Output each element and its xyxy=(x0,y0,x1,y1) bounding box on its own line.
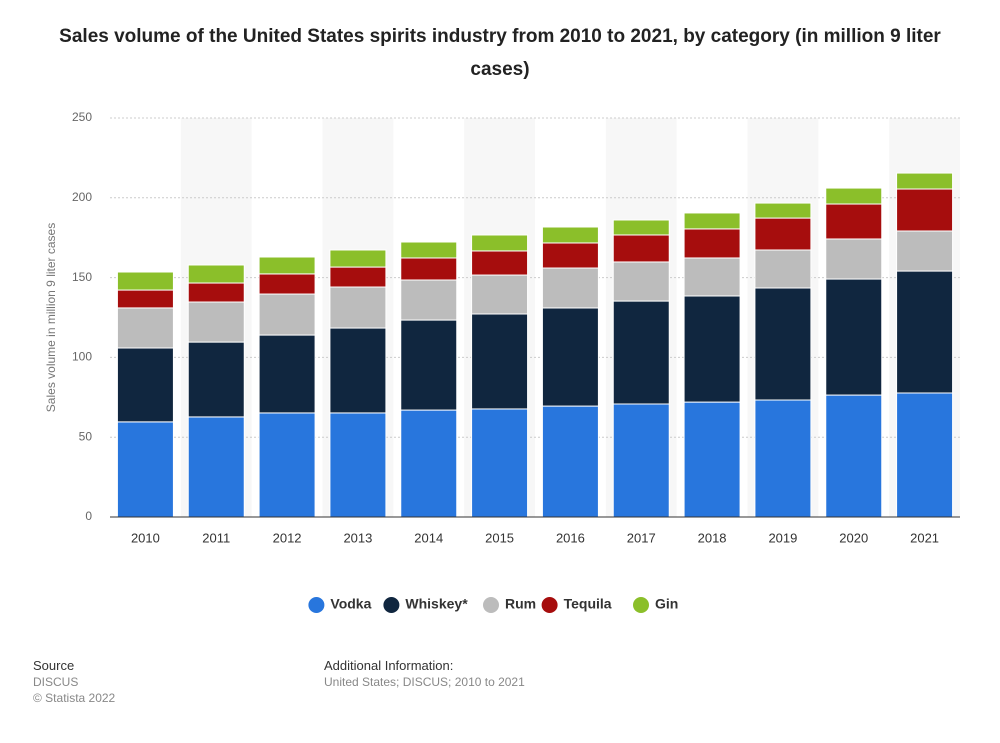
bar-segment xyxy=(116,271,174,291)
x-tick-label: 2015 xyxy=(485,530,514,545)
bar-segment xyxy=(329,249,387,268)
bar-segment xyxy=(541,242,599,269)
bar-segment xyxy=(612,219,670,236)
legend-swatch xyxy=(308,597,325,613)
bar-segment xyxy=(825,203,883,240)
info-block: Additional Information: United States; D… xyxy=(324,658,525,690)
bar-segment xyxy=(258,334,316,414)
bar-segment xyxy=(471,313,529,410)
bar-segment xyxy=(471,408,529,518)
bar-segment xyxy=(187,264,245,284)
bar-segment xyxy=(541,267,599,309)
x-tick-label: 2018 xyxy=(698,530,727,545)
bar-segment xyxy=(116,421,174,518)
bar-segment xyxy=(329,286,387,329)
y-tick-label: 250 xyxy=(72,110,92,124)
bar-segment xyxy=(612,300,670,405)
x-tick-label: 2012 xyxy=(273,530,302,545)
bar-segment xyxy=(400,257,458,281)
bar-segment xyxy=(683,401,741,518)
bar-segment xyxy=(400,319,458,411)
bar-segment xyxy=(612,261,670,302)
bar-segment xyxy=(116,307,174,349)
y-tick-label: 50 xyxy=(79,429,93,443)
legend-swatch xyxy=(633,597,649,613)
bar-segment xyxy=(541,405,599,518)
bar-segment xyxy=(896,392,954,518)
bar-segment xyxy=(400,409,458,518)
bar-segment xyxy=(541,307,599,407)
bar-segment xyxy=(541,226,599,244)
info-label: Additional Information: xyxy=(324,658,454,673)
bar-segment xyxy=(329,327,387,414)
legend-label: Whiskey* xyxy=(405,596,468,612)
bar-segment xyxy=(471,250,529,276)
bar-segment xyxy=(825,394,883,518)
info: United States; DISCUS; 2010 to 2021 xyxy=(324,675,525,689)
legend-label: Gin xyxy=(655,596,678,612)
bar-segment xyxy=(258,256,316,275)
y-tick-label: 100 xyxy=(72,350,92,364)
bar-segment xyxy=(258,293,316,336)
bar-segment xyxy=(754,287,812,401)
source: DISCUS xyxy=(33,675,79,689)
bar-segment xyxy=(187,341,245,418)
legend-label: Rum xyxy=(505,596,536,612)
bar-segment xyxy=(825,238,883,280)
y-axis-label: Sales volume in million 9 liter cases xyxy=(44,223,58,412)
bar-segment xyxy=(187,282,245,303)
x-tick-label: 2013 xyxy=(343,530,372,545)
x-tick-label: 2010 xyxy=(131,530,160,545)
bar-segment xyxy=(683,295,741,403)
y-tick-label: 150 xyxy=(72,270,92,284)
x-tick-label: 2014 xyxy=(414,530,443,545)
bar-segment xyxy=(896,172,954,190)
x-tick-label: 2017 xyxy=(627,530,656,545)
bar-segment xyxy=(116,289,174,309)
copyright: © Statista 2022 xyxy=(33,691,116,705)
bar-segment xyxy=(258,412,316,518)
bar-segment xyxy=(825,187,883,205)
bar-segment xyxy=(754,202,812,219)
x-tick-label: 2020 xyxy=(839,530,868,545)
source-block: Source DISCUS © Statista 2022 xyxy=(33,658,115,706)
bar-segment xyxy=(471,234,529,252)
legend-swatch xyxy=(383,597,400,613)
bar-segment xyxy=(329,412,387,518)
chart-title: Sales volume of the United States spirit… xyxy=(59,26,941,80)
source-label: Source xyxy=(33,658,75,673)
x-tick-label: 2016 xyxy=(556,530,585,545)
bar-segment xyxy=(329,266,387,288)
y-tick-label: 0 xyxy=(85,509,92,523)
legend-swatch xyxy=(541,597,558,613)
bar-segment xyxy=(754,217,812,251)
x-tick-label: 2011 xyxy=(202,530,230,545)
bar-segment xyxy=(258,273,316,295)
bar-segment xyxy=(400,241,458,259)
bar-segment xyxy=(116,347,174,423)
bar-segment xyxy=(896,188,954,232)
bar-segment xyxy=(754,249,812,289)
chart: 0 50 100 150 200 250 Sales volume in million 9… xyxy=(44,110,960,613)
legend-label: Vodka xyxy=(330,596,371,612)
bar-segment xyxy=(754,399,812,518)
x-tick-label: 2021 xyxy=(910,530,939,545)
x-tick-label: 2019 xyxy=(768,530,797,545)
y-tick-label: 200 xyxy=(72,190,92,204)
legend-label: Tequila xyxy=(564,596,612,612)
bar-segment xyxy=(471,274,529,315)
bar-segment xyxy=(683,212,741,230)
bar-segment xyxy=(825,278,883,396)
legend-swatch xyxy=(483,597,499,613)
bar-segment xyxy=(683,228,741,259)
bar-segment xyxy=(612,234,670,263)
bar-segment xyxy=(896,270,954,394)
bar-segment xyxy=(187,301,245,343)
bar-segment xyxy=(187,416,245,518)
bar-segment xyxy=(400,279,458,321)
bar-segment xyxy=(683,257,741,297)
bar-segment xyxy=(612,403,670,518)
bar-segment xyxy=(896,230,954,272)
